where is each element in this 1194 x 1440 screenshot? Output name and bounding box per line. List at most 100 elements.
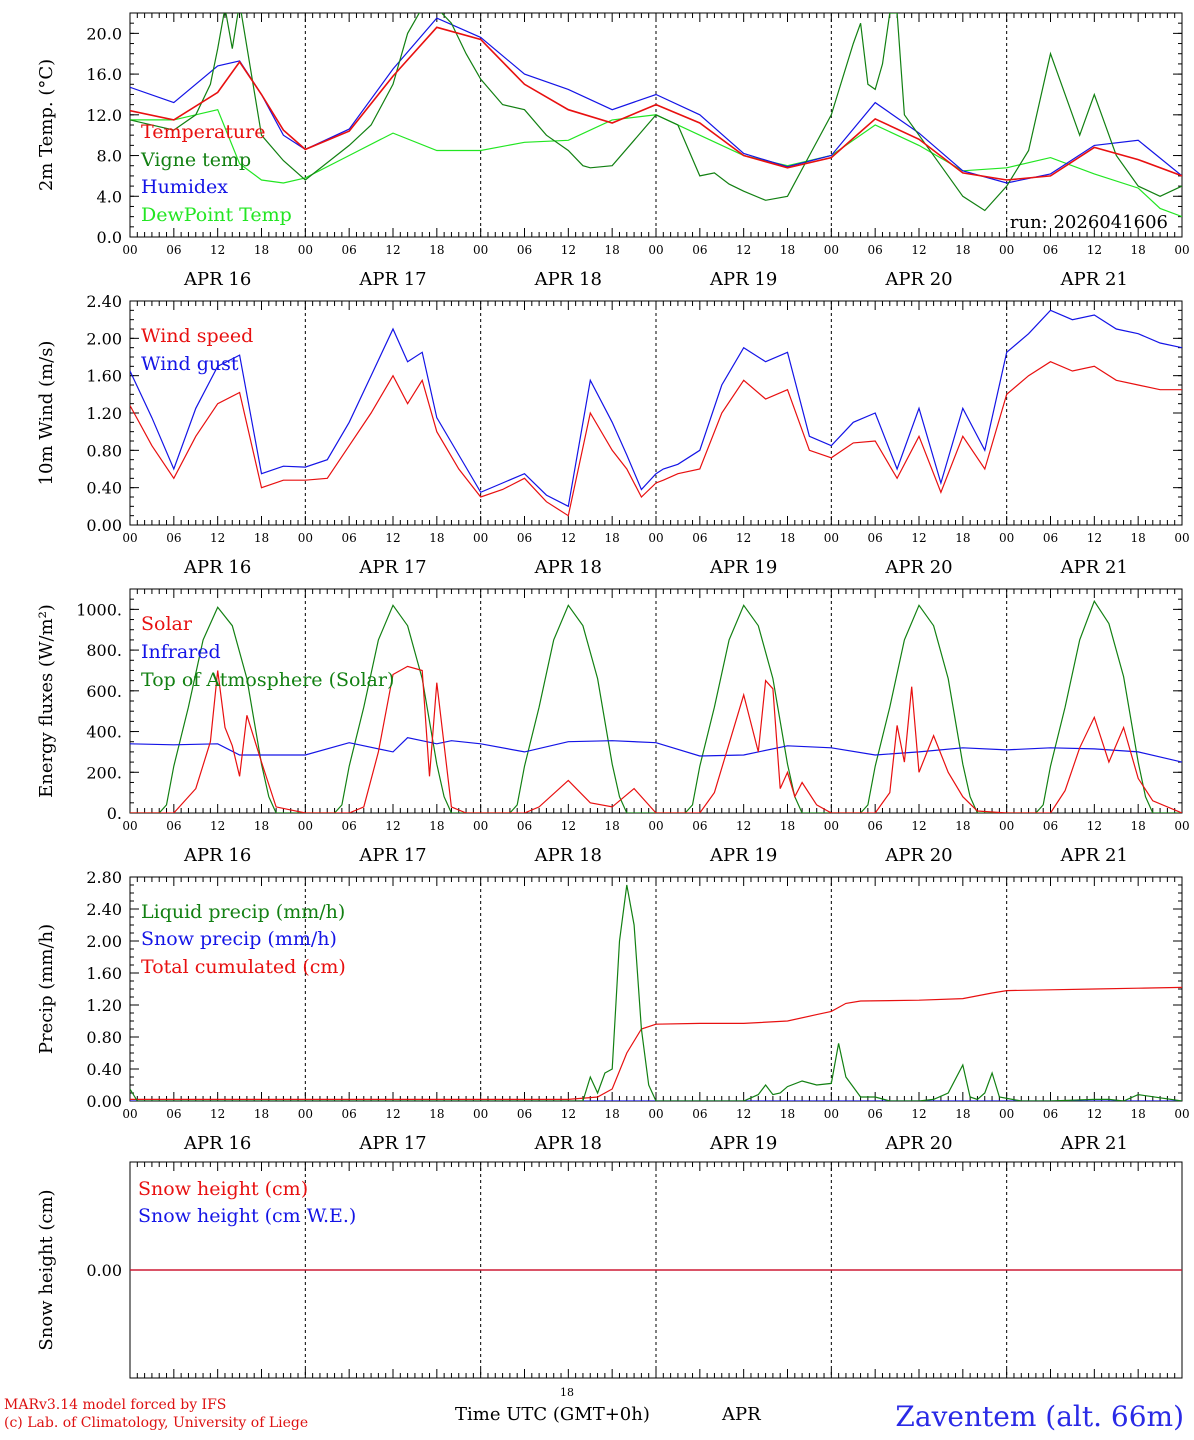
y-tick-label: 16.0 (86, 65, 122, 84)
x-tick-label: 18 (429, 819, 444, 833)
series-line-energy (130, 737, 1182, 763)
y-tick-label: 8.0 (97, 147, 122, 166)
x-tick-label: 12 (911, 1107, 926, 1121)
x-tick-label: 00 (824, 819, 839, 833)
x-tick-label: 18 (1131, 819, 1146, 833)
y-tick-label: 20.0 (86, 24, 122, 43)
x-tick-label: 00 (999, 1107, 1014, 1121)
plot-frame (129, 588, 1183, 814)
day-label: APR 19 (709, 1133, 777, 1154)
y-tick-label: 400. (86, 723, 122, 742)
y-tick-label: 0. (107, 804, 122, 823)
y-tick-label: 2.40 (86, 900, 122, 919)
x-tick-label: 06 (166, 1107, 181, 1121)
series-line-wind (130, 309, 1182, 508)
x-tick-label: 06 (1043, 819, 1058, 833)
x-tick-label: 06 (868, 819, 883, 833)
x-tick-label: 00 (122, 819, 137, 833)
x-tick-label: 18 (605, 819, 620, 833)
legend-entry: DewPoint Temp (141, 204, 292, 226)
x-tick-label: 06 (342, 243, 357, 257)
y-tick-label: 12.0 (86, 106, 122, 125)
x-tick-label: 18 (429, 243, 444, 257)
day-label: APR 18 (534, 845, 602, 866)
x-tick-label: 18 (955, 1107, 970, 1121)
x-tick-label: 18 (254, 819, 269, 833)
x-tick-label: 12 (561, 243, 576, 257)
x-tick-label: 00 (999, 531, 1014, 545)
x-tick-label: 12 (736, 243, 751, 257)
plot-frame (129, 300, 1183, 526)
legend-entry: Vigne temp (140, 149, 251, 171)
y-tick-label: 2.40 (86, 292, 122, 311)
x-tick-label: 00 (648, 243, 663, 257)
credit-line: (c) Lab. of Climatology, University of L… (4, 1415, 309, 1431)
x-tick-label: 00 (122, 531, 137, 545)
x-tick-label: 00 (122, 1107, 137, 1121)
x-tick-label: 18 (1131, 243, 1146, 257)
x-tick-label: 18 (254, 531, 269, 545)
x-tick-label: 00 (648, 1107, 663, 1121)
y-axis-label: Energy fluxes (W/m²) (36, 604, 57, 798)
time-superscript: 18 (560, 1386, 574, 1399)
x-tick-label: 12 (210, 819, 225, 833)
day-label: APR 16 (183, 845, 251, 866)
y-tick-label: 0.00 (86, 1092, 122, 1111)
x-tick-label: 00 (648, 819, 663, 833)
y-tick-label: 0.80 (86, 1028, 122, 1047)
day-label: APR 17 (358, 1133, 426, 1154)
day-label: APR 21 (1060, 557, 1128, 578)
x-tick-label: 12 (385, 243, 400, 257)
day-label: APR 18 (534, 269, 602, 290)
x-tick-label: 12 (210, 1107, 225, 1121)
station-title: Zaventem (alt. 66m) (895, 1400, 1184, 1433)
legend-entry: Top of Atmosphere (Solar) (141, 669, 394, 691)
x-tick-label: 18 (429, 1107, 444, 1121)
day-label: APR 21 (1060, 269, 1128, 290)
run-annotation: run: 2026041606 (1010, 212, 1168, 233)
x-tick-label: 18 (780, 531, 795, 545)
legend-entry: Snow height (cm W.E.) (138, 1205, 356, 1227)
x-tick-label: 06 (692, 819, 707, 833)
day-label: APR 18 (534, 1133, 602, 1154)
x-tick-label: 06 (868, 1107, 883, 1121)
y-tick-label: 200. (86, 763, 122, 782)
y-tick-label: 2.00 (86, 329, 122, 348)
x-tick-label: 06 (517, 1107, 532, 1121)
y-tick-label: 600. (86, 682, 122, 701)
x-tick-label: 00 (298, 531, 313, 545)
model-line: MARv3.14 model forced by IFS (4, 1397, 227, 1413)
series-line-temperature (130, 26, 1182, 181)
x-tick-label: 00 (298, 243, 313, 257)
y-axis-label: 10m Wind (m/s) (36, 341, 57, 486)
x-tick-label: 06 (166, 243, 181, 257)
x-tick-label: 12 (911, 819, 926, 833)
x-tick-label: 00 (473, 243, 488, 257)
day-label: APR 20 (884, 269, 952, 290)
y-tick-label: 0.40 (86, 479, 122, 498)
x-tick-label: 12 (210, 531, 225, 545)
legend-entry: Snow height (cm) (138, 1178, 308, 1200)
x-tick-label: 18 (1131, 1107, 1146, 1121)
x-tick-label: 12 (1087, 1107, 1102, 1121)
month-label: APR (722, 1404, 761, 1425)
x-tick-label: 12 (385, 1107, 400, 1121)
x-tick-label: 00 (473, 531, 488, 545)
x-tick-label: 12 (736, 1107, 751, 1121)
x-tick-label: 00 (473, 1107, 488, 1121)
x-tick-label: 00 (298, 819, 313, 833)
day-label: APR 19 (709, 557, 777, 578)
x-tick-label: 18 (605, 531, 620, 545)
y-tick-label: 4.0 (97, 187, 122, 206)
x-tick-label: 00 (1174, 243, 1189, 257)
x-tick-label: 00 (999, 243, 1014, 257)
day-label: APR 20 (884, 845, 952, 866)
x-tick-label: 00 (999, 819, 1014, 833)
day-label: APR 16 (183, 557, 251, 578)
y-axis-label: 2m Temp. (°C) (36, 59, 57, 191)
x-tick-label: 18 (605, 243, 620, 257)
y-tick-label: 0.80 (86, 441, 122, 460)
day-label: APR 18 (534, 557, 602, 578)
x-tick-label: 00 (1174, 1107, 1189, 1121)
series-line-wind (130, 361, 1182, 517)
